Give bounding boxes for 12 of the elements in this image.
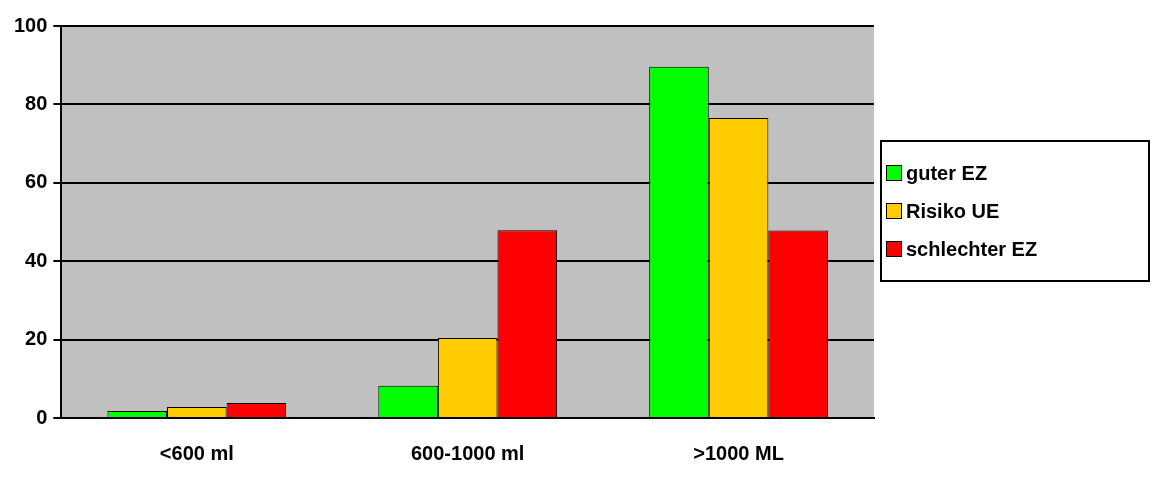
legend-label: schlechter EZ xyxy=(906,237,1038,261)
y-tick-label: 40 xyxy=(25,248,48,271)
y-tick-label: 80 xyxy=(25,91,48,114)
y-tick-label: 20 xyxy=(25,327,48,350)
y-tick-label: 100 xyxy=(13,13,48,36)
x-tick-label: 600-1000 ml xyxy=(410,441,525,464)
x-tick-label: <600 ml xyxy=(159,441,234,464)
legend-label: Risiko UE xyxy=(906,199,1000,223)
y-tick-label: 60 xyxy=(25,170,48,193)
legend-label: guter EZ xyxy=(906,161,988,185)
x-tick-label: >1000 ML xyxy=(693,441,784,464)
y-tick-label: 0 xyxy=(36,405,48,428)
